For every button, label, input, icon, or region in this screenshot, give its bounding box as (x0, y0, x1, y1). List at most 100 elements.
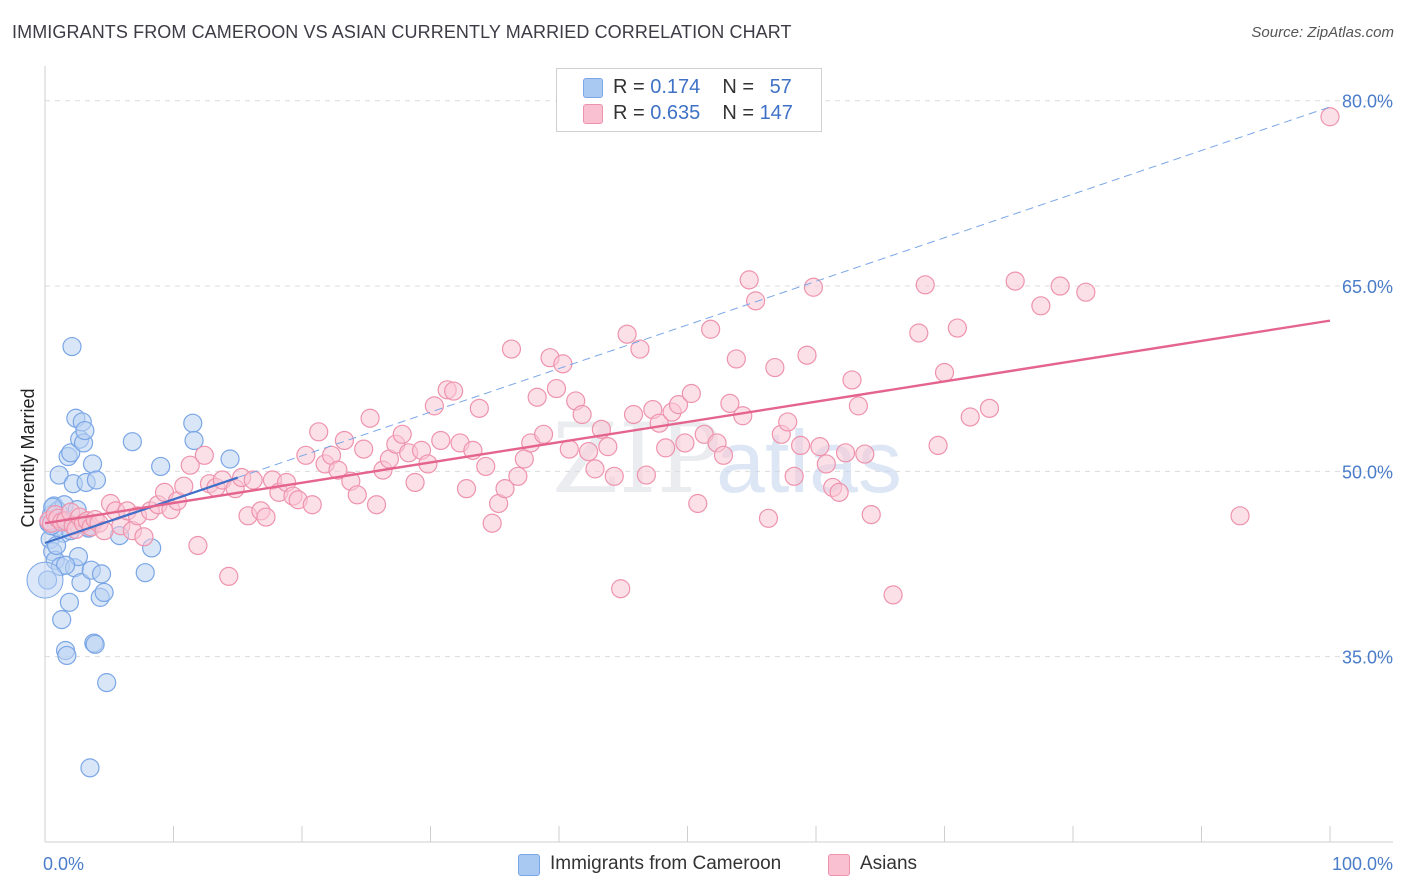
asian-point (758, 508, 779, 528)
asian-point (1320, 107, 1340, 127)
cameroon-point (75, 420, 95, 441)
asian-point (726, 349, 746, 369)
asian-point (559, 439, 579, 459)
asian-point (578, 441, 599, 462)
asian-point (604, 466, 624, 486)
bottom-legend-label-asians: Asians (860, 853, 918, 874)
legend-r-label: R = (613, 102, 651, 124)
asian-point (188, 535, 208, 556)
cameroon-point (135, 563, 155, 583)
cameroon-point-large (26, 561, 64, 599)
asian-point (533, 424, 554, 444)
legend-n-value: 57 (769, 76, 792, 98)
asian-point (720, 393, 740, 414)
asian-point (915, 275, 935, 295)
asian-point (1050, 276, 1070, 296)
cameroon-point (183, 413, 203, 433)
asian-point (476, 456, 496, 477)
bottom-legend-swatch-cameroon (518, 854, 540, 876)
asian-point (701, 319, 721, 339)
asian-point (495, 479, 515, 499)
asian-point (546, 378, 567, 399)
asian-point (514, 449, 534, 469)
x-tick-labels: 0.0% 100.0% (43, 854, 1393, 874)
asian-point (816, 454, 836, 474)
asian-point (855, 444, 875, 464)
asian-point (256, 507, 276, 527)
asian-point (444, 381, 464, 401)
series-cameroon-points (26, 336, 240, 778)
cameroon-point (184, 430, 204, 451)
asian-point (1031, 296, 1051, 316)
asian-point (334, 430, 355, 451)
cameroon-point (94, 582, 114, 603)
asian-point (585, 459, 605, 479)
asian-point (960, 407, 980, 427)
y-tick-label: 50.0% (1342, 462, 1393, 482)
cameroon-point (97, 673, 117, 693)
asian-point (842, 370, 862, 390)
asian-point (424, 396, 444, 416)
cameroon-point (82, 454, 103, 474)
asian-point (174, 476, 194, 496)
asian-point (746, 291, 766, 311)
cameroon-trend-extension (237, 106, 1331, 479)
asian-point (934, 362, 955, 383)
cameroon-point (52, 610, 72, 630)
series-asians-points (39, 107, 1340, 605)
asian-point (668, 395, 689, 415)
asian-point (979, 398, 1000, 418)
asian-point (675, 433, 695, 453)
asian-point (366, 495, 387, 515)
asian-point (928, 435, 948, 456)
asian-point (1005, 271, 1025, 291)
asian-point (947, 318, 967, 338)
x-tick-label-max: 100.0% (1332, 854, 1393, 874)
asian-point (180, 455, 200, 475)
asian-point (784, 466, 804, 486)
asian-point (194, 445, 214, 465)
legend-swatch-cameroon (583, 78, 603, 98)
legend-r-label: R = (613, 76, 651, 98)
asian-point (1076, 282, 1096, 302)
legend-r-value: 0.174 (650, 76, 701, 98)
asian-point (328, 460, 348, 480)
asian-point (829, 482, 849, 502)
asian-point (553, 354, 573, 374)
cameroon-point (80, 758, 100, 778)
x-tick-label-min: 0.0% (43, 854, 84, 874)
asian-point (810, 437, 830, 457)
asian-point (848, 396, 869, 416)
asian-point (1230, 506, 1250, 526)
asian-point (713, 445, 734, 465)
legend-r-value: 0.635 (650, 102, 701, 124)
asian-point (405, 472, 425, 493)
bottom-legend-swatch-asians (828, 854, 850, 876)
asian-point (572, 404, 592, 425)
gridlines (45, 100, 1393, 658)
cameroon-point (122, 432, 142, 452)
asian-point (296, 445, 316, 465)
chart-source: Source: ZipAtlas.com (1251, 24, 1394, 41)
cameroon-point (91, 564, 112, 584)
source-name: ZipAtlas.com (1307, 24, 1394, 41)
asian-point (501, 339, 522, 359)
asian-point (508, 466, 528, 486)
cameroon-point (86, 470, 107, 490)
asian-point (861, 504, 881, 525)
cameroon-trend-line (44, 476, 239, 545)
trend-lines (44, 106, 1331, 545)
asian-point (835, 443, 856, 463)
asian-point (354, 439, 374, 459)
legend-n-label: N = (722, 76, 760, 98)
asian-point (219, 566, 239, 586)
y-tick-label: 35.0% (1342, 648, 1393, 668)
cameroon-point (85, 634, 105, 654)
cameroon-point (49, 465, 69, 485)
asian-point (469, 398, 489, 418)
chart-title: IMMIGRANTS FROM CAMEROON VS ASIAN CURREN… (12, 22, 792, 42)
asian-point (909, 323, 929, 343)
asian-point (482, 513, 502, 533)
axes (44, 66, 1393, 843)
